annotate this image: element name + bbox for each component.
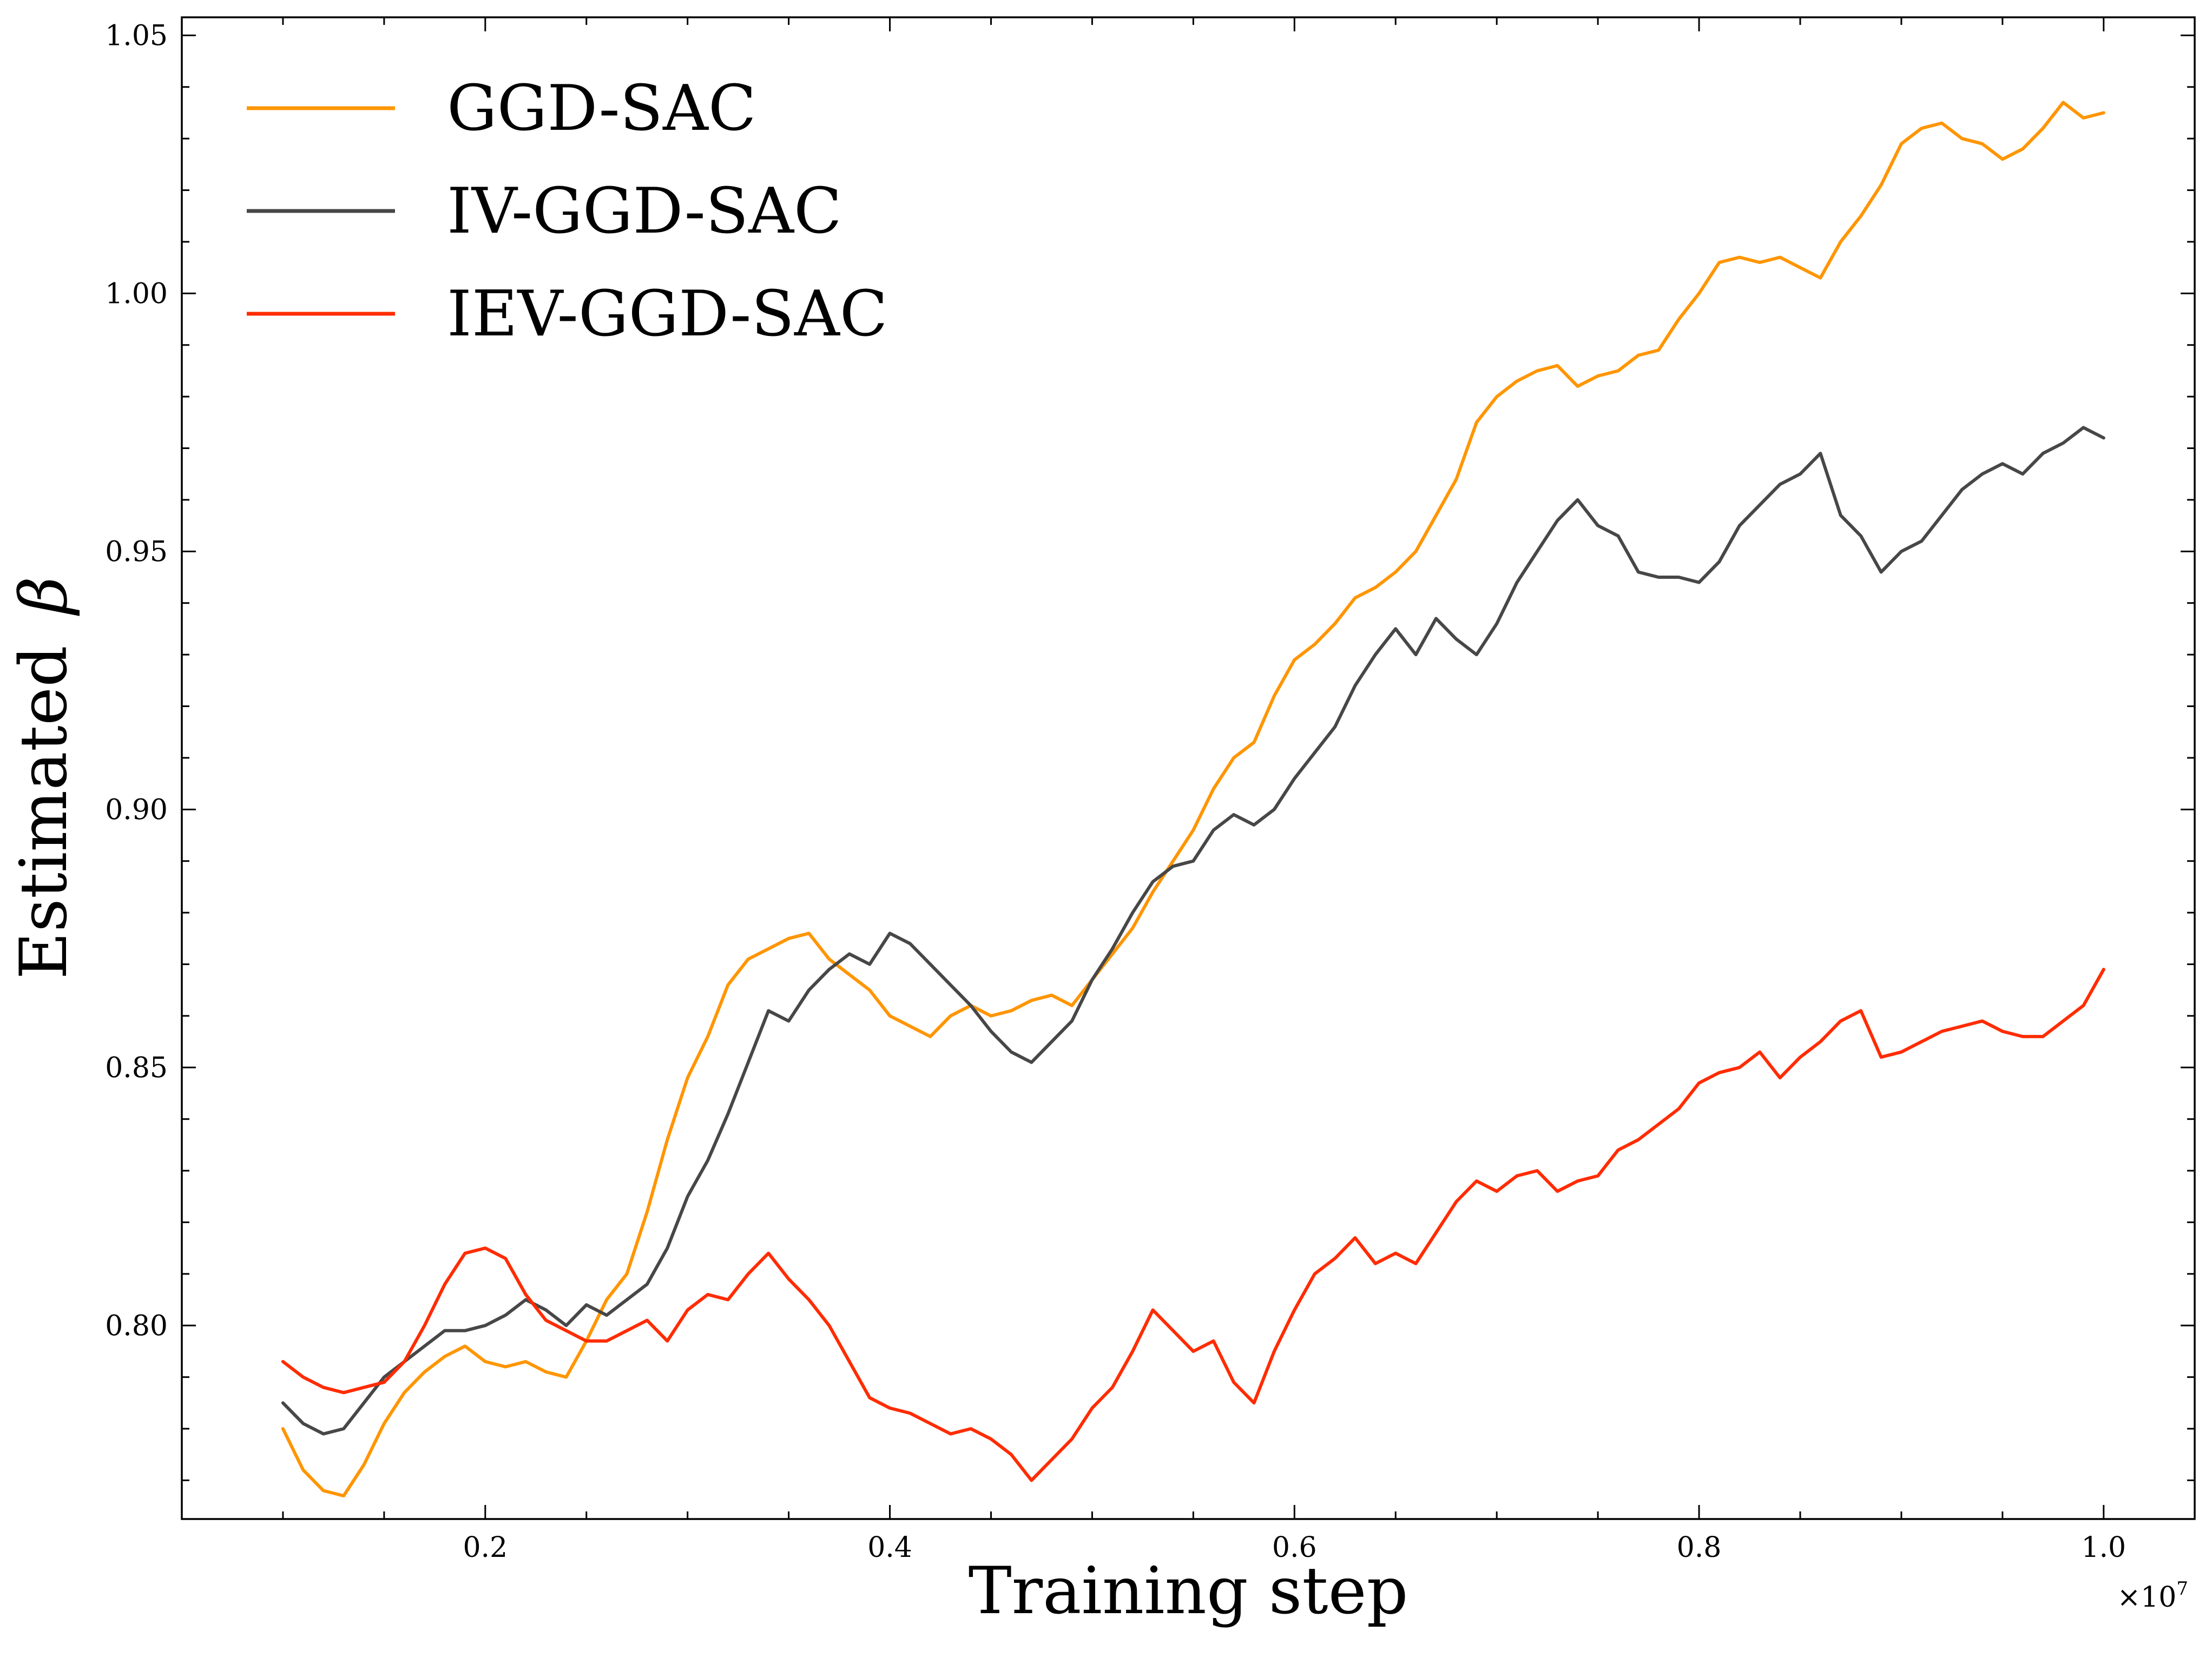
x-tick-label: 0.2 xyxy=(463,1531,508,1564)
y-axis-title-prefix: Estimated xyxy=(6,645,82,979)
y-tick-label: 0.80 xyxy=(105,1310,168,1342)
series-layer xyxy=(281,101,2105,1498)
legend-label-iev-ggd-sac: IEV-GGD-SAC xyxy=(447,278,888,351)
y-axis-title-symbol: β xyxy=(6,577,82,616)
y-tick-label: 0.85 xyxy=(105,1052,168,1084)
legend-label-ggd-sac: GGD-SAC xyxy=(447,72,756,145)
y-tick-label: 1.00 xyxy=(105,278,168,310)
x-axis-offset-base: ×10 xyxy=(2117,1581,2177,1614)
series-line-iev-ggd-sac xyxy=(281,968,2105,1482)
x-tick-label: 0.8 xyxy=(1677,1531,1722,1564)
legend-label-iv-ggd-sac: IV-GGD-SAC xyxy=(447,175,842,248)
x-tick-label: 1.0 xyxy=(2081,1531,2126,1564)
x-tick-label: 0.6 xyxy=(1272,1531,1317,1564)
y-tick-label: 1.05 xyxy=(105,19,168,52)
legend: GGD-SAC IV-GGD-SAC IEV-GGD-SAC xyxy=(247,72,888,351)
y-tick-label: 0.95 xyxy=(105,536,168,568)
x-axis-title: Training step xyxy=(969,1554,1408,1629)
x-axis-offset-exponent: 7 xyxy=(2176,1578,2188,1600)
y-axis-title: Estimated β xyxy=(6,577,82,980)
x-tick-label: 0.4 xyxy=(867,1531,912,1564)
plot-frame xyxy=(181,16,2196,1520)
series-line-iv-ggd-sac xyxy=(281,426,2105,1436)
tick-layer: 0.2 0.4 0.6 0.8 1.0 0.80 0.85 0.90 0.95 1.00 1.05 xyxy=(105,17,2195,1564)
x-axis-offset-label: ×107 xyxy=(2117,1578,2188,1614)
y-tick-label: 0.90 xyxy=(105,794,168,826)
